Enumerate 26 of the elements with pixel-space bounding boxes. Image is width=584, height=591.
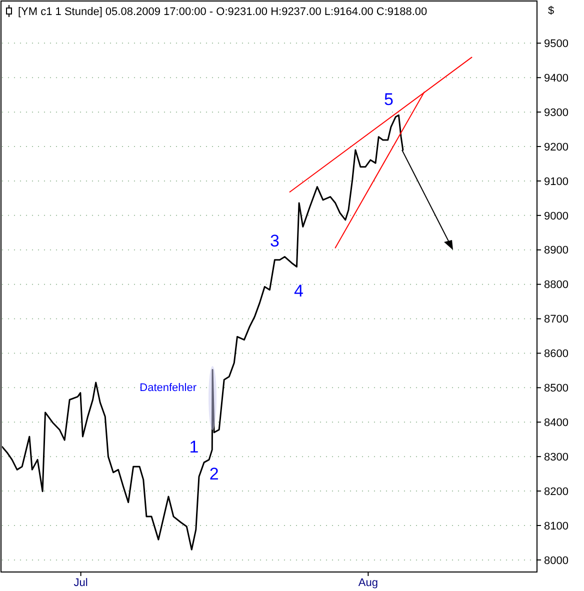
x-tick-label: Jul [74,577,88,589]
annotation: 4 [294,282,304,301]
y-tick-label: 8600 [544,348,568,360]
y-tick-label: 9000 [544,210,568,222]
y-tick-label: 9100 [544,176,568,188]
x-tick-label: Aug [358,577,378,589]
annotation: 5 [384,90,394,110]
y-tick-label: 8800 [544,279,568,292]
y-tick-label: 8000 [544,554,568,567]
y-tick-label: 8900 [544,244,568,257]
y-tick-label: 8700 [544,314,568,326]
y-tick-label: 8300 [544,451,568,464]
y-tick-label: 8200 [544,486,568,498]
annotation: Datenfehler [140,382,197,394]
annotation: 1 [189,437,199,456]
y-axis-title: $ [548,5,554,17]
annotation: 2 [209,464,219,484]
y-tick-label: 9300 [544,106,568,119]
y-tick-label: 9200 [544,141,568,154]
y-tick-label: 8100 [544,520,568,532]
y-tick-label: 8400 [544,416,568,429]
y-tick-label: 8500 [544,382,568,395]
y-tick-label: 9400 [544,72,568,84]
chart-title: [YM c1 1 Stunde] 05.08.2009 17:00:00 - O:9231.00 H:9237.00 L:9164.00 C:9188.00 [18,6,428,18]
y-tick-label: 9500 [544,38,568,50]
annotation: 3 [270,232,280,251]
